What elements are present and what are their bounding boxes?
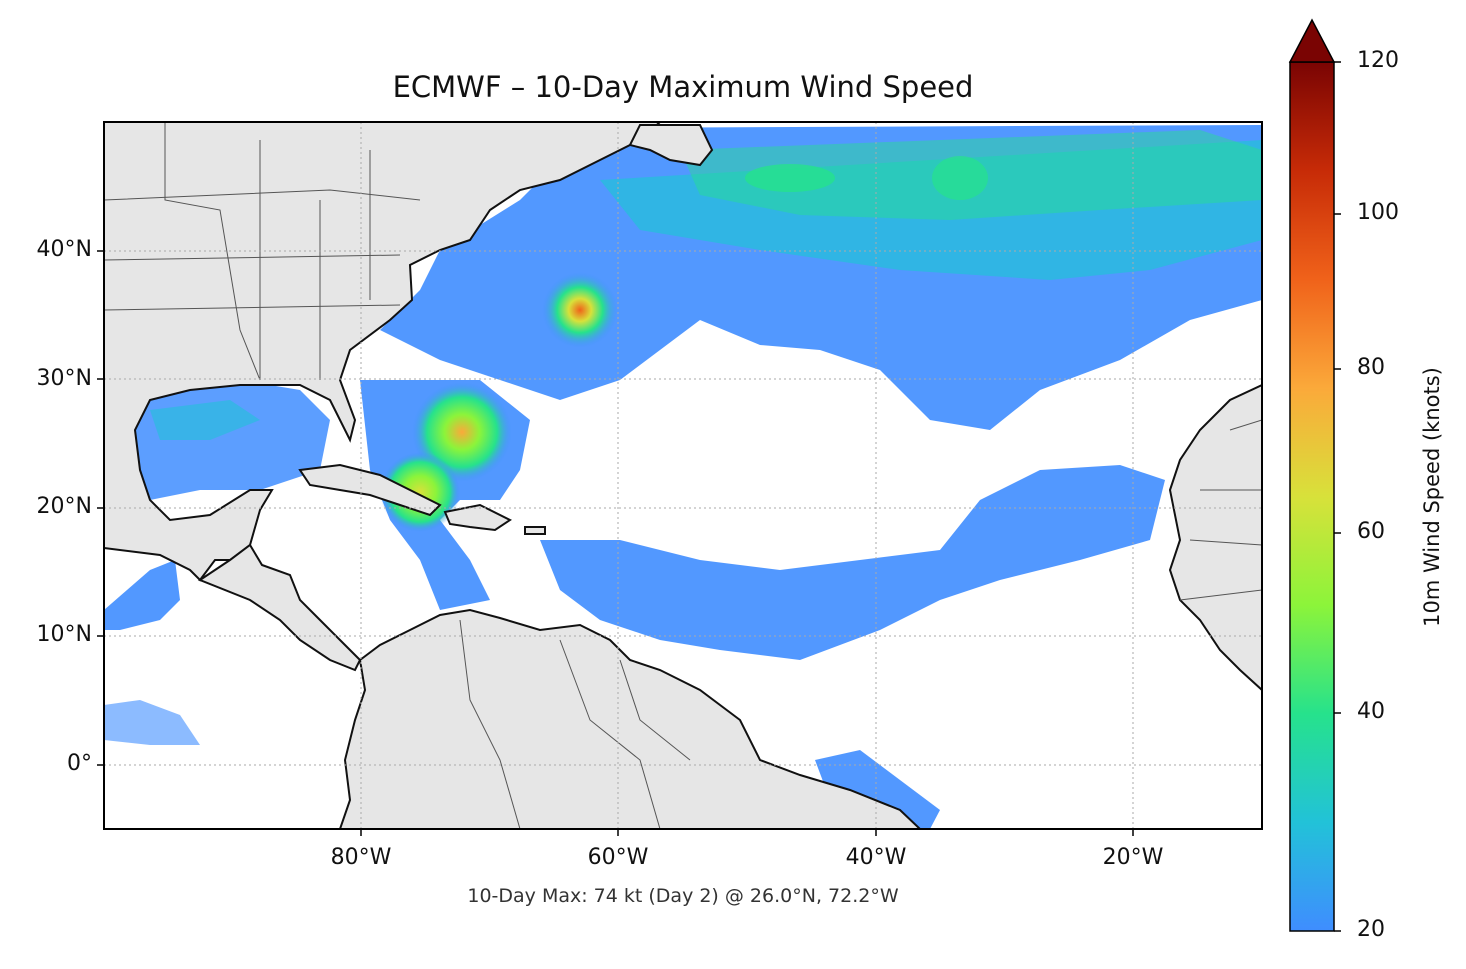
lat-label-20n: 20°N	[36, 494, 92, 519]
colorbar	[1288, 18, 1341, 932]
colorbar-tick-80: 80	[1357, 355, 1385, 380]
storm-near-cuba	[380, 452, 460, 532]
wind-field	[104, 125, 1262, 829]
lon-label-80w: 80°W	[330, 845, 392, 870]
colorbar-extend-arrow	[1288, 18, 1336, 63]
boundaries	[104, 122, 1262, 829]
lat-label-30n: 30°N	[36, 366, 92, 391]
colorbar-tick-20: 20	[1357, 917, 1385, 942]
map-area	[104, 122, 1262, 829]
colorbar-tick-60: 60	[1357, 519, 1385, 544]
storm-near-bermuda	[542, 272, 618, 348]
lat-label-0: 0°	[67, 751, 92, 776]
map-frame	[103, 121, 1263, 830]
colorbar-scale	[1289, 61, 1335, 932]
lat-label-40n: 40°N	[36, 237, 92, 262]
land	[104, 122, 1262, 829]
lon-label-40w: 40°W	[845, 845, 907, 870]
max-wind-footer: 10-Day Max: 74 kt (Day 2) @ 26.0°N, 72.2…	[467, 885, 899, 907]
lat-label-10n: 10°N	[36, 622, 92, 647]
map-title: ECMWF – 10-Day Maximum Wind Speed	[392, 70, 974, 104]
lon-label-60w: 60°W	[587, 845, 649, 870]
colorbar-label: 10m Wind Speed (knots)	[1420, 367, 1444, 627]
colorbar-tick-120: 120	[1357, 48, 1399, 73]
lon-label-20w: 20°W	[1102, 845, 1164, 870]
graticule	[104, 122, 1262, 829]
colorbar-tick-100: 100	[1357, 200, 1399, 225]
axis-ticks	[97, 250, 1134, 836]
colorbar-tick-40: 40	[1357, 699, 1385, 724]
